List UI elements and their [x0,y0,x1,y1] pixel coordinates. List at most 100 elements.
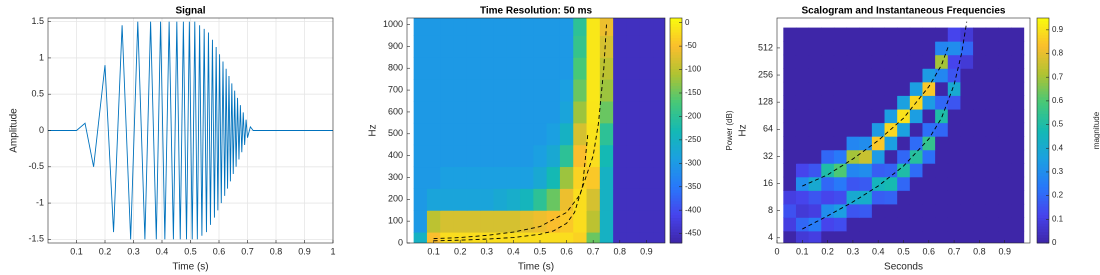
heat-cell [1011,190,1025,205]
colorbar-tick-label: -400 [685,205,702,214]
heat-cell [440,79,455,102]
colorbar-swatch [670,88,682,92]
colorbar-swatch [670,178,682,182]
heat-cell [1011,109,1025,124]
heat-cell [426,144,441,168]
colorbar-swatch [1037,138,1049,143]
heat-cell [493,79,508,102]
heat-cell [859,149,873,164]
heat-cell [821,95,835,110]
colorbar-swatch [670,133,682,137]
heat-cell [493,188,508,211]
heat-cell [613,18,627,36]
heat-cell [440,35,455,58]
heat-cell [559,232,574,243]
heat-cell [833,27,848,42]
heat-cell [480,35,494,58]
colorbar-swatch [670,130,682,134]
colorbar-swatch [670,138,682,143]
heat-cell [985,27,999,42]
heat-cell [466,144,481,168]
colorbar-swatch [1037,175,1049,179]
heat-cell [426,122,441,146]
heat-cell [947,136,961,151]
heat-cell [653,35,665,58]
heat-cell [871,190,886,205]
heat-cell [520,188,534,211]
colorbar-swatch [670,234,682,238]
heat-cell [1011,68,1025,83]
heat-cell [871,217,886,232]
heat-cell [985,81,999,96]
heat-cell [821,149,835,164]
heat-cell [973,68,987,83]
y-tick-label: 700 [388,84,403,94]
heat-cell [653,101,665,124]
heat-cell [573,79,588,102]
heat-cell [973,81,987,96]
heat-cell [453,188,468,211]
heat-cell [783,95,797,110]
heat-cell [639,57,654,80]
heat-cell [1011,176,1025,191]
heat-cell [626,188,641,211]
colorbar-swatch [670,150,682,154]
colorbar-swatch [670,153,682,157]
colorbar-swatch [670,26,682,30]
colorbar-tick-label: 0.4 [1052,143,1064,152]
heat-cell [821,41,835,56]
heat-cell [466,232,481,243]
heat-cell [922,163,936,178]
colorbar-swatch [1037,153,1049,157]
heat-cell [884,81,898,96]
heat-cell [998,230,1012,243]
heat-cell [493,232,508,243]
heat-cell [546,188,561,211]
heat-cell [985,217,999,232]
colorbar-swatch [1037,79,1049,84]
heat-cell [520,18,534,36]
colorbar-swatch [670,147,682,151]
heat-cell [559,79,574,102]
heat-cell [960,163,974,178]
colorbar-swatch [670,231,682,235]
colorbar-swatch [670,113,682,117]
heat-cell [846,68,860,83]
heat-cell [821,230,835,243]
heat-cell [795,54,810,69]
colorbar-swatch [670,23,682,27]
heat-cell [909,149,923,164]
colorbar-swatch [1037,209,1049,213]
heat-cell [947,203,961,218]
y-tick-label: 32 [763,151,773,161]
colorbar-swatch [670,183,682,188]
heat-cell [546,232,561,243]
x-tick-label: 1 [330,246,335,256]
heat-cell [480,79,494,102]
chart-title: Scalogram and Instantaneous Frequencies [802,6,1006,17]
heat-cell [426,188,441,211]
heat-cell [922,149,936,164]
heat-cell [808,122,822,137]
heat-cell [573,35,588,58]
heat-cell [884,68,898,83]
heat-cell [413,35,428,58]
colorbar-swatch [1037,167,1049,171]
heat-cell [833,41,848,56]
heat-cell [493,166,508,189]
colorbar-swatch [1037,54,1049,58]
y-tick-label: 600 [388,106,403,116]
heat-cell [998,95,1012,110]
colorbar-tick-label: -300 [685,158,702,167]
colorbar-swatch [1037,226,1049,230]
colorbar-swatch [1037,91,1049,95]
heat-cell [808,27,822,42]
heat-cell [808,109,822,124]
heat-cell [639,18,654,36]
colorbar-swatch [1037,237,1049,241]
heat-cell [586,232,601,243]
heat-cell [453,57,468,80]
heat-cell [795,230,810,243]
heat-cell [871,41,886,56]
signal-line [48,21,333,240]
